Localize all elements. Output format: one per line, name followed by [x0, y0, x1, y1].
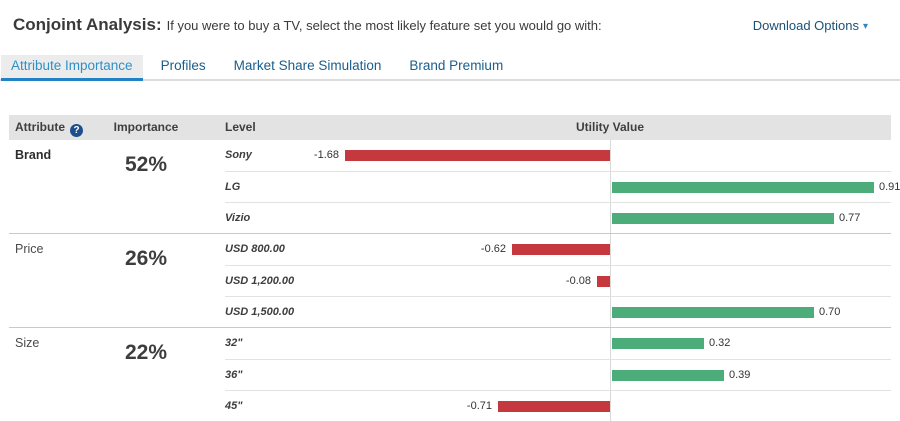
importance-value: 26%: [124, 247, 168, 270]
positive-utility-bar: [612, 338, 704, 349]
positive-utility-bar: [612, 370, 724, 381]
title-block: Conjoint Analysis: If you were to buy a T…: [13, 15, 602, 35]
level-label: LG: [225, 181, 241, 193]
column-header-importance: Importance: [113, 120, 179, 134]
negative-utility-bar: [498, 401, 610, 412]
utility-value-label: -1.68: [313, 149, 339, 161]
negative-utility-bar: [512, 244, 610, 255]
level-row-45: 45" -0.71: [225, 390, 891, 421]
attribute-section-brand: Brand 52% Sony -1.68 LG 0.91 Vizio 0.77: [9, 140, 900, 233]
attribute-section-size: Size 22% 32" 0.32 36" 0.39 45" -0.71: [9, 327, 891, 421]
tab-market-share-simulation[interactable]: Market Share Simulation: [233, 58, 382, 73]
positive-utility-bar: [612, 182, 874, 193]
table-body: Brand 52% Sony -1.68 LG 0.91 Vizio 0.77 Price 26%…: [9, 140, 900, 421]
level-row-vizio: Vizio 0.77: [225, 202, 891, 233]
utility-axis-line: [610, 140, 611, 421]
negative-utility-bar: [345, 150, 610, 161]
chevron-down-icon: ▾: [862, 21, 868, 32]
page-title: Conjoint Analysis:: [13, 15, 162, 34]
utility-value-label: 0.70: [819, 306, 841, 318]
utility-value-label: -0.62: [480, 243, 506, 255]
top-bar: Conjoint Analysis: If you were to buy a T…: [0, 0, 900, 55]
level-label: 32": [225, 337, 243, 349]
utility-value-label: -0.08: [565, 275, 591, 287]
negative-utility-bar: [597, 276, 610, 287]
level-row-32: 32" 0.32: [225, 328, 891, 359]
utility-value-label: -0.71: [466, 400, 492, 412]
table-header-row: Attribute? Importance Level Utility Valu…: [9, 115, 891, 140]
attribute-header-label: Attribute: [15, 120, 65, 134]
importance-value: 52%: [124, 153, 168, 176]
attribute-section-price: Price 26% USD 800.00 -0.62 USD 1,200.00 -0.08…: [9, 233, 891, 327]
tab-bar: Attribute Importance Profiles Market Share…: [0, 55, 900, 81]
level-label: Vizio: [225, 212, 251, 224]
column-header-level: Level: [225, 120, 256, 134]
column-header-attribute: Attribute?: [15, 115, 83, 140]
positive-utility-bar: [612, 213, 834, 224]
attribute-name: Brand: [15, 148, 52, 162]
positive-utility-bar: [612, 307, 814, 318]
level-label: USD 1,500.00: [225, 306, 295, 318]
attribute-name: Size: [15, 336, 40, 350]
level-label: 45": [225, 400, 243, 412]
utility-value-label: 0.77: [839, 212, 861, 224]
level-label: Sony: [225, 149, 252, 161]
level-label: USD 800.00: [225, 243, 285, 255]
level-row-sony: Sony -1.68: [225, 140, 891, 171]
level-row-usd-800-00: USD 800.00 -0.62: [225, 234, 891, 265]
help-icon[interactable]: ?: [70, 124, 83, 137]
download-options-label: Download Options: [752, 18, 859, 33]
utility-value-label: 0.32: [709, 337, 731, 349]
level-label: USD 1,200.00: [225, 275, 295, 287]
attribute-name: Price: [15, 242, 44, 256]
tab-brand-premium[interactable]: Brand Premium: [409, 58, 504, 73]
importance-value: 22%: [124, 341, 168, 364]
download-options-button[interactable]: Download Options ▾: [753, 18, 868, 33]
level-row-36: 36" 0.39: [225, 359, 891, 390]
column-header-utility-value: Utility Value: [575, 120, 645, 134]
level-row-lg: LG 0.91: [225, 171, 900, 202]
utility-value-label: 0.39: [729, 369, 751, 381]
utility-value-label: 0.91: [879, 181, 900, 193]
conjoint-table: Attribute? Importance Level Utility Valu…: [9, 115, 900, 421]
page-subtitle: If you were to buy a TV, select the most…: [166, 18, 602, 33]
tab-attribute-importance[interactable]: Attribute Importance: [1, 55, 143, 81]
level-label: 36": [225, 369, 243, 381]
level-row-usd-1-500-00: USD 1,500.00 0.70: [225, 296, 891, 327]
tab-profiles[interactable]: Profiles: [160, 58, 206, 73]
level-row-usd-1-200-00: USD 1,200.00 -0.08: [225, 265, 891, 296]
